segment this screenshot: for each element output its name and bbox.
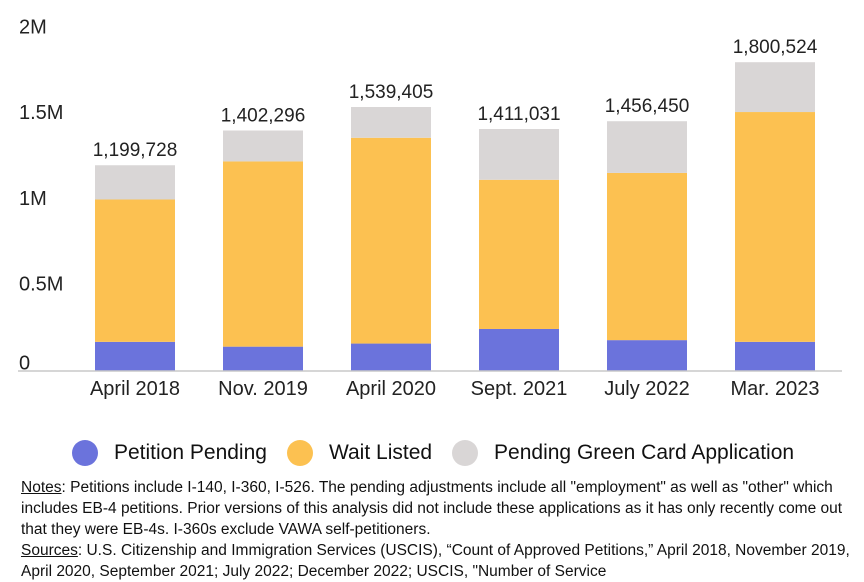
y-tick-label: 1.5M <box>19 102 63 124</box>
bar-segment-wait-listed <box>607 172 687 341</box>
bar-total-label: 1,456,450 <box>605 96 690 117</box>
legend-swatch-wait-listed <box>286 440 313 466</box>
sources-paragraph: Sources: U.S. Citizenship and Immigratio… <box>21 540 856 582</box>
x-tick-label: April 2018 <box>90 378 180 400</box>
x-tick-label: April 2020 <box>346 378 436 400</box>
legend: Petition Pending Wait Listed Pending Gre… <box>72 440 814 466</box>
bar-segment-pending-green-card-application <box>351 106 431 138</box>
bar-segment-petition-pending <box>735 341 815 371</box>
bar-segment-wait-listed <box>95 199 175 342</box>
bar-segment-pending-green-card-application <box>735 62 815 113</box>
bar-segment-pending-green-card-application <box>223 130 303 162</box>
bar-total-label: 1,199,728 <box>93 140 178 161</box>
x-tick-label: Nov. 2019 <box>218 378 308 400</box>
y-tick-label: 2M <box>19 16 47 38</box>
notes-label: Notes <box>21 479 62 496</box>
legend-label-petition-pending: Petition Pending <box>114 441 267 464</box>
legend-swatch-petition-pending <box>72 440 98 466</box>
bar-segment-pending-green-card-application <box>479 129 559 180</box>
stacked-bar-chart: 0 0.5M 1M 1.5M 2M 1,199,728 1,402,296 1,539,40… <box>18 16 842 400</box>
bar-segment-wait-listed <box>735 112 815 342</box>
bar-segment-pending-green-card-application <box>607 121 687 173</box>
bar-total-label: 1,800,524 <box>733 37 818 58</box>
bar-total-labels: 1,199,728 1,402,296 1,539,405 1,411,031 1,45… <box>93 37 818 161</box>
bar-total-label: 1,539,405 <box>349 82 434 103</box>
bar-total-label: 1,411,031 <box>477 104 560 125</box>
x-tick-label: Sept. 2021 <box>471 378 568 400</box>
bar-total-label: 1,402,296 <box>221 106 306 127</box>
notes-text: : Petitions include I-140, I-360, I-526.… <box>21 479 843 538</box>
bar-segment-petition-pending <box>479 328 559 371</box>
sources-label: Sources <box>21 542 78 559</box>
x-tick-label: July 2022 <box>604 378 690 400</box>
y-tick-label: 0.5M <box>19 274 63 296</box>
legend-label-wait-listed: Wait Listed <box>328 441 433 464</box>
legend-item-wait-listed: Wait Listed <box>286 440 433 466</box>
sources-text: : U.S. Citizenship and Immigration Servi… <box>21 542 850 580</box>
notes-paragraph: Notes: Petitions include I-140, I-360, I… <box>21 477 856 540</box>
bar-segment-petition-pending <box>351 343 431 371</box>
legend-item-pending-green-card: Pending Green Card Application <box>452 440 794 466</box>
bar-segment-wait-listed <box>351 137 431 344</box>
bar-stacks <box>95 62 815 371</box>
bar-segment-pending-green-card-application <box>95 165 175 200</box>
y-axis-ticks: 0 0.5M 1M 1.5M 2M <box>19 16 63 374</box>
bar-segment-petition-pending <box>95 341 175 371</box>
chart-notes: Notes: Petitions include I-140, I-360, I… <box>21 477 856 582</box>
x-axis-ticks: April 2018 Nov. 2019 April 2020 Sept. 2021 J… <box>90 378 820 400</box>
legend-swatch-pending-green-card <box>452 440 479 466</box>
bar-segment-wait-listed <box>479 179 559 329</box>
bar-segment-petition-pending <box>607 340 687 371</box>
legend-label-pending-green-card: Pending Green Card Application <box>494 441 795 464</box>
bar-segment-petition-pending <box>223 346 303 371</box>
bar-segment-wait-listed <box>223 161 303 347</box>
legend-item-petition-pending: Petition Pending <box>72 440 267 466</box>
x-tick-label: Mar. 2023 <box>731 378 820 400</box>
y-tick-label: 0 <box>19 352 30 374</box>
y-tick-label: 1M <box>19 188 47 210</box>
